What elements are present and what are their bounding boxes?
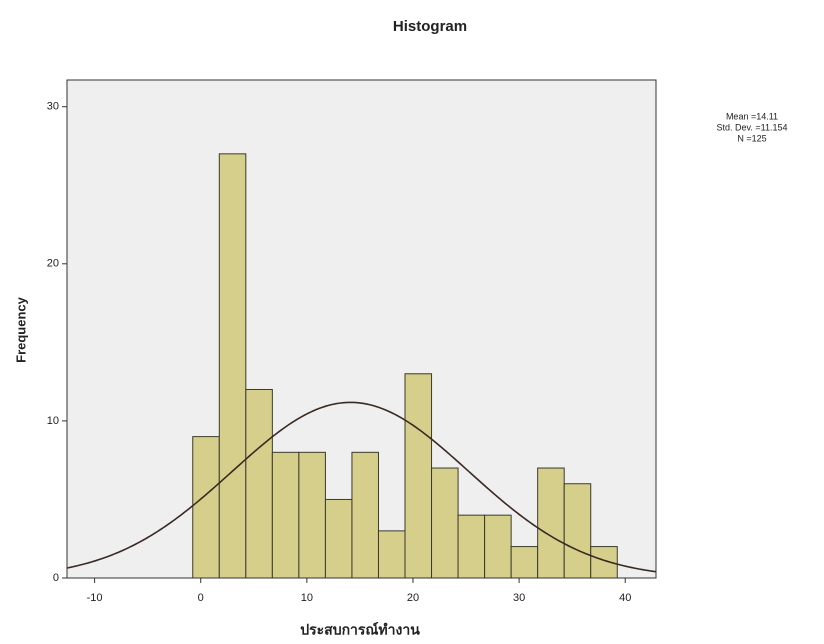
bar bbox=[272, 452, 299, 578]
x-tick-label: -10 bbox=[87, 592, 103, 604]
chart-title: Histogram bbox=[393, 18, 467, 35]
x-tick-label: 0 bbox=[198, 592, 204, 604]
bar bbox=[564, 484, 591, 578]
y-tick-label: 20 bbox=[47, 258, 59, 270]
x-tick-label: 30 bbox=[513, 592, 525, 604]
y-axis-label: Frequency bbox=[13, 296, 28, 363]
stat-n: N =125 bbox=[737, 133, 766, 143]
x-tick-label: 10 bbox=[301, 592, 313, 604]
bar bbox=[378, 531, 405, 578]
bar bbox=[485, 515, 512, 578]
x-axis-label: ประสบการณ์ทำงาน bbox=[300, 622, 420, 638]
y-tick-label: 30 bbox=[47, 101, 59, 113]
chart: Histogram Frequency ประสบการณ์ทำงาน Mean… bbox=[0, 0, 824, 644]
bar bbox=[325, 499, 352, 578]
x-tick-label: 20 bbox=[407, 592, 419, 604]
stat-mean: Mean =14.11 bbox=[726, 111, 778, 121]
bar bbox=[193, 437, 220, 578]
bar bbox=[219, 154, 246, 578]
page: {"chart_data": { "type": "histogram", "t… bbox=[0, 0, 824, 644]
y-tick-label: 0 bbox=[53, 572, 59, 584]
bar bbox=[458, 515, 485, 578]
y-tick-label: 10 bbox=[47, 415, 59, 427]
stat-std-dev: Std. Dev. =11.154 bbox=[717, 122, 788, 132]
bar bbox=[538, 468, 565, 578]
bar bbox=[299, 452, 326, 578]
x-tick-label: 40 bbox=[619, 592, 631, 604]
bar bbox=[511, 547, 538, 578]
bar bbox=[352, 452, 379, 578]
bar bbox=[246, 389, 273, 578]
bar bbox=[405, 374, 432, 578]
bar bbox=[432, 468, 459, 578]
